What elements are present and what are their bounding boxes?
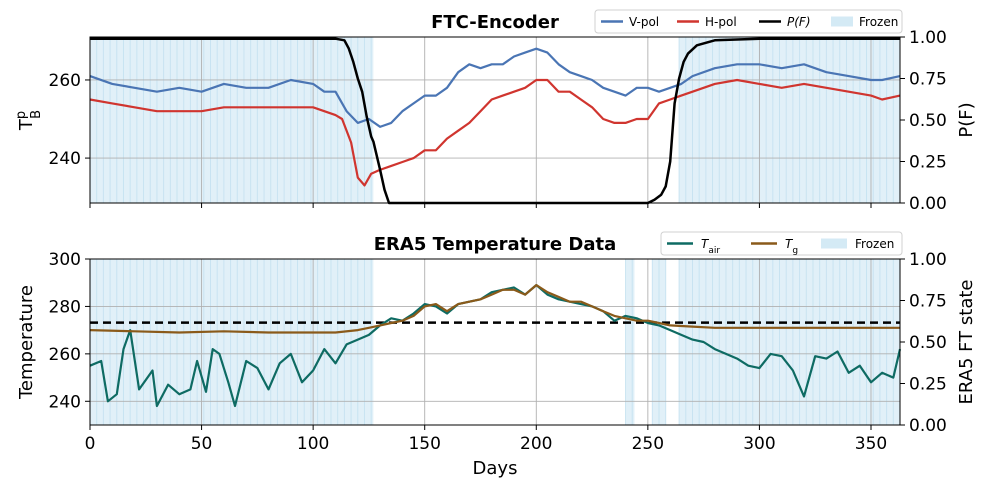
x-tick-label: 300 bbox=[743, 434, 775, 454]
y-right-tick-label: 0.75 bbox=[909, 70, 947, 90]
x-tick-label: 0 bbox=[85, 434, 96, 454]
legend-label-main: T bbox=[785, 237, 794, 251]
frozen-band bbox=[625, 259, 635, 425]
x-tick-label: 50 bbox=[191, 434, 213, 454]
legend-label-sub: air bbox=[708, 246, 720, 256]
x-tick-label: 100 bbox=[297, 434, 329, 454]
y-tick-label: 240 bbox=[49, 392, 81, 412]
legend-box bbox=[660, 231, 903, 256]
y-axis-label: TpB bbox=[14, 110, 44, 131]
x-axis-label: Days bbox=[473, 458, 518, 479]
y-axis-label-sup: p bbox=[14, 111, 29, 119]
legend-label: P(F) bbox=[787, 15, 811, 29]
y-right-tick-label: 0.50 bbox=[909, 111, 947, 131]
legend-label: V-pol bbox=[629, 15, 659, 29]
frozen-band bbox=[679, 37, 900, 203]
legend-box bbox=[594, 9, 903, 34]
y-right-tick-label: 0.50 bbox=[909, 333, 947, 353]
legend-label-main: T bbox=[701, 237, 710, 251]
y-right-axis-label: P(F) bbox=[956, 102, 977, 137]
panel-title: ERA5 Temperature Data bbox=[374, 234, 616, 255]
series-line-h-pol bbox=[89, 78, 901, 187]
legend-swatch bbox=[831, 16, 853, 27]
y-right-tick-label: 0.00 bbox=[909, 194, 947, 214]
y-right-axis-label: ERA5 FT state bbox=[956, 280, 977, 405]
y-tick-label: 260 bbox=[49, 345, 81, 365]
legend-swatch bbox=[821, 238, 847, 249]
series-line-v-pol bbox=[89, 47, 901, 128]
legend-label: Tg bbox=[785, 237, 798, 256]
legend-label: Frozen bbox=[859, 15, 898, 29]
y-tick-label: 280 bbox=[49, 297, 81, 317]
y-right-tick-label: 0.25 bbox=[909, 375, 947, 395]
series-line-t-g bbox=[89, 284, 900, 334]
x-tick-label: 250 bbox=[632, 434, 664, 454]
y-right-tick-label: 0.75 bbox=[909, 292, 947, 312]
y-right-tick-label: 0.25 bbox=[909, 153, 947, 173]
frozen-shading bbox=[89, 259, 901, 425]
y-axis-label: Temperature bbox=[16, 285, 37, 400]
y-tick-label: 300 bbox=[49, 250, 81, 270]
y-axis-label-sub: B bbox=[29, 110, 44, 119]
frozen-shading bbox=[89, 37, 901, 203]
y-right-tick-label: 0.00 bbox=[909, 416, 947, 436]
legend-label: Frozen bbox=[855, 237, 894, 251]
legend-label: H-pol bbox=[705, 15, 737, 29]
ftc-encoder-panel: 240 260 0.00 0.25 0.50 0.75 1.00 FTC-Encoder TpB… bbox=[14, 9, 977, 214]
frozen-band bbox=[679, 259, 900, 425]
y-tick-label: 240 bbox=[49, 149, 81, 169]
era5-panel: 240 260 280 300 0.00 0.25 0.50 0.75 1.00 0 50 100 15… bbox=[16, 231, 977, 479]
legend: V-pol H-pol P(F) Frozen bbox=[594, 9, 903, 34]
panel-title: FTC-Encoder bbox=[431, 12, 559, 33]
legend-label-sub: g bbox=[792, 246, 798, 256]
x-tick-label: 350 bbox=[855, 434, 887, 454]
legend: Tair Tg Frozen bbox=[660, 231, 903, 256]
legend-label: Tair bbox=[701, 237, 720, 256]
y-tick-label: 260 bbox=[49, 71, 81, 91]
y-right-tick-label: 1.00 bbox=[909, 28, 947, 48]
x-tick-label: 200 bbox=[520, 434, 552, 454]
y-right-tick-label: 1.00 bbox=[909, 250, 947, 270]
x-tick-label: 150 bbox=[408, 434, 440, 454]
